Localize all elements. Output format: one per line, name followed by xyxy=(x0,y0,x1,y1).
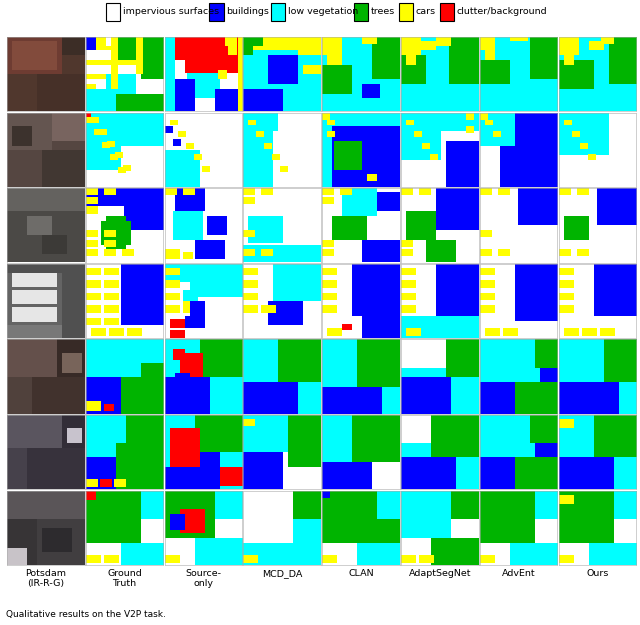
Text: trees: trees xyxy=(371,8,395,16)
Text: CLAN: CLAN xyxy=(348,569,374,578)
Text: Potsdam
(IR-R-G): Potsdam (IR-R-G) xyxy=(26,569,67,588)
Text: Ground
Truth: Ground Truth xyxy=(108,569,142,588)
Text: impervious surfaces: impervious surfaces xyxy=(123,8,219,16)
Text: clutter/background: clutter/background xyxy=(456,8,547,16)
Text: AdvEnt: AdvEnt xyxy=(502,569,536,578)
Text: buildings: buildings xyxy=(226,8,269,16)
Text: low vegetation: low vegetation xyxy=(288,8,358,16)
Text: Qualitative results on the V2P task.: Qualitative results on the V2P task. xyxy=(6,610,166,619)
Text: Ours: Ours xyxy=(586,569,609,578)
Text: cars: cars xyxy=(415,8,436,16)
Text: MCD_DA: MCD_DA xyxy=(262,569,302,578)
Text: Source-
only: Source- only xyxy=(186,569,221,588)
Text: AdaptSegNet: AdaptSegNet xyxy=(408,569,471,578)
